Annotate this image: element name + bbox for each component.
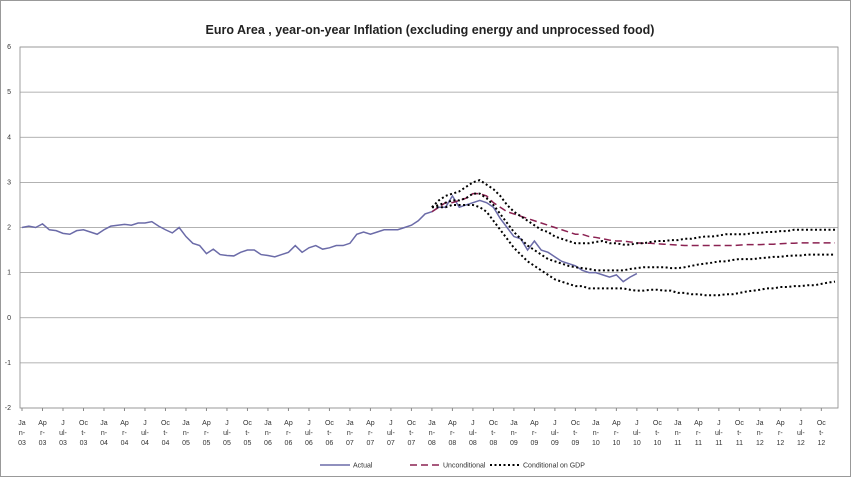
x-tick-label: Ja n-05 <box>182 420 190 447</box>
x-tick-label: Oc t-07 <box>407 420 416 447</box>
x-tick-label: Ap r-09 <box>530 420 539 447</box>
series-line <box>431 203 836 297</box>
x-tick-label: Ap r-12 <box>776 420 785 447</box>
y-tick-label: 4 <box>7 134 11 141</box>
y-tick-label: 6 <box>7 44 11 51</box>
x-tick-label: Oc t-11 <box>735 420 744 447</box>
x-tick-label: Oc t-09 <box>571 420 580 447</box>
series-line <box>21 194 638 283</box>
x-tick-label: Ap r-08 <box>448 420 457 447</box>
x-tick-label: Ja n-03 <box>18 420 26 447</box>
x-tick-label: Ja n-06 <box>264 420 272 447</box>
x-tick-label: Ap r-04 <box>120 420 129 447</box>
chart-title: Euro Area , year-on-year Inflation (excl… <box>206 23 655 37</box>
x-tick-label: Ja n-12 <box>756 420 764 447</box>
x-tick-label: Ap r-11 <box>694 420 703 447</box>
x-tick-label: Ja n-07 <box>346 420 354 447</box>
y-tick-label: 2 <box>7 225 11 232</box>
x-tick-label: Oc t-12 <box>817 420 826 447</box>
x-tick-label: Oc t-04 <box>161 420 170 447</box>
series-line <box>431 179 835 246</box>
x-tick-label: Ap r-06 <box>284 420 293 447</box>
x-tick-label: Oc t-03 <box>79 420 88 447</box>
y-tick-label: -2 <box>5 405 11 412</box>
y-tick-label: 0 <box>7 315 11 322</box>
x-tick-label: Oc t-10 <box>653 420 662 447</box>
legend-label: Conditional on GDP <box>523 463 585 470</box>
y-tick-label: 3 <box>7 179 11 186</box>
x-tick-label: Oc t-06 <box>325 420 334 447</box>
legend-label: Actual <box>353 463 373 470</box>
x-tick-label: Ja n-10 <box>592 420 600 447</box>
x-tick-label: Ap r-05 <box>202 420 211 447</box>
y-tick-label: -1 <box>5 360 11 367</box>
series-line <box>431 192 835 272</box>
x-tick-label: Ap r-10 <box>612 420 621 447</box>
y-tick-label: 1 <box>7 270 11 277</box>
x-tick-label: Ja n-04 <box>100 420 108 447</box>
x-tick-label: Oc t-08 <box>489 420 498 447</box>
x-tick-label: Ja n-11 <box>674 420 682 447</box>
legend-label: Unconditional <box>443 463 486 470</box>
x-tick-label: Oc t-05 <box>243 420 252 447</box>
y-tick-label: 5 <box>7 89 11 96</box>
x-tick-label: Ap r-07 <box>366 420 375 447</box>
x-tick-label: Ja n-08 <box>428 420 436 447</box>
x-tick-label: Ap r-03 <box>38 420 47 447</box>
x-tick-label: Ja n-09 <box>510 420 518 447</box>
